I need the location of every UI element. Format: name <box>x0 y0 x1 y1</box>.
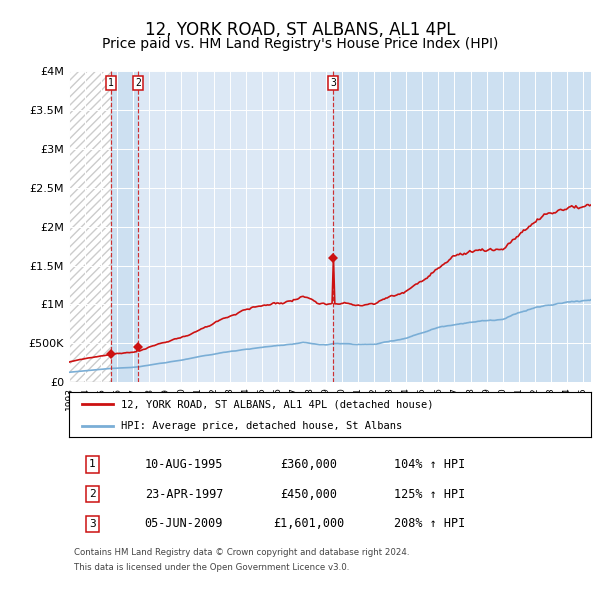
Bar <box>69 71 111 382</box>
Text: 1: 1 <box>89 460 96 470</box>
Text: 208% ↑ HPI: 208% ↑ HPI <box>394 517 465 530</box>
Bar <box>69 71 111 382</box>
Text: 05-JUN-2009: 05-JUN-2009 <box>145 517 223 530</box>
Bar <box>333 71 591 382</box>
Text: 2: 2 <box>89 489 96 499</box>
Text: 3: 3 <box>89 519 96 529</box>
Text: 2: 2 <box>135 78 141 88</box>
Text: £1,601,000: £1,601,000 <box>274 517 345 530</box>
Text: 104% ↑ HPI: 104% ↑ HPI <box>394 458 465 471</box>
Text: 3: 3 <box>330 78 336 88</box>
Text: £360,000: £360,000 <box>281 458 338 471</box>
Text: 23-APR-1997: 23-APR-1997 <box>145 488 223 501</box>
Bar <box>111 71 138 382</box>
Text: This data is licensed under the Open Government Licence v3.0.: This data is licensed under the Open Gov… <box>74 562 350 572</box>
Text: 125% ↑ HPI: 125% ↑ HPI <box>394 488 465 501</box>
Text: 12, YORK ROAD, ST ALBANS, AL1 4PL: 12, YORK ROAD, ST ALBANS, AL1 4PL <box>145 21 455 39</box>
Text: Contains HM Land Registry data © Crown copyright and database right 2024.: Contains HM Land Registry data © Crown c… <box>74 548 410 557</box>
Text: 1: 1 <box>108 78 114 88</box>
Text: Price paid vs. HM Land Registry's House Price Index (HPI): Price paid vs. HM Land Registry's House … <box>102 37 498 51</box>
Text: £450,000: £450,000 <box>281 488 338 501</box>
Text: 10-AUG-1995: 10-AUG-1995 <box>145 458 223 471</box>
Text: HPI: Average price, detached house, St Albans: HPI: Average price, detached house, St A… <box>121 421 403 431</box>
Text: 12, YORK ROAD, ST ALBANS, AL1 4PL (detached house): 12, YORK ROAD, ST ALBANS, AL1 4PL (detac… <box>121 399 434 409</box>
